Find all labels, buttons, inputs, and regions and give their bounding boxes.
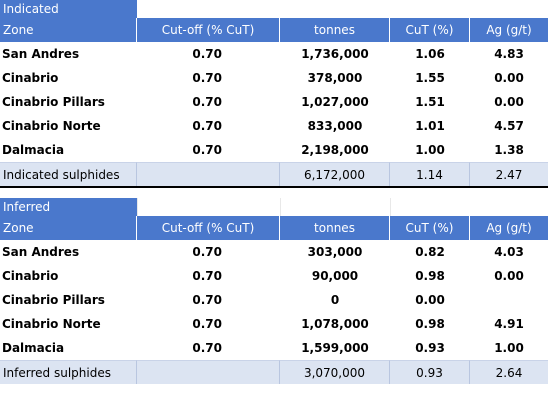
- inferred-tag-row: Inferred: [0, 198, 550, 216]
- ag-cell: 0.00: [494, 71, 524, 85]
- table-row: San Andres 0.70 1,736,000 1.06 4.83: [0, 42, 548, 66]
- table-row: Cinabrio 0.70 378,000 1.55 0.00: [0, 66, 548, 90]
- ag-cell: [470, 288, 548, 312]
- cut-cell: 0.00: [415, 293, 445, 307]
- total-tonnes: 6,172,000: [280, 162, 390, 186]
- indicated-header-row: Zone Cut-off (% CuT) tonnes CuT (%) Ag (…: [0, 18, 548, 42]
- header-tonnes: tonnes: [280, 216, 390, 240]
- table-row: Cinabrio Pillars 0.70 0 0.00: [0, 288, 548, 312]
- header-cutoff: Cut-off (% CuT): [137, 18, 280, 42]
- zone-cell: Cinabrio Norte: [2, 119, 101, 133]
- header-cutoff: Cut-off (% CuT): [137, 216, 280, 240]
- inferred-label: Inferred: [0, 198, 137, 216]
- tonnes-cell: 303,000: [307, 245, 363, 259]
- ag-cell: 4.03: [494, 245, 524, 259]
- cutoff-cell: 0.70: [192, 119, 222, 133]
- tonnes-cell: 90,000: [311, 269, 359, 283]
- ag-cell: 1.00: [494, 341, 524, 355]
- cut-cell: 0.98: [415, 269, 445, 283]
- cutoff-cell: 0.70: [192, 269, 222, 283]
- header-zone: Zone: [0, 18, 137, 42]
- cut-cell: 1.55: [415, 71, 445, 85]
- section-divider: [0, 186, 548, 188]
- ag-cell: 1.38: [494, 143, 524, 157]
- header-cut: CuT (%): [390, 216, 470, 240]
- total-cutoff-empty: [137, 360, 280, 384]
- table-row: Cinabrio Norte 0.70 833,000 1.01 4.57: [0, 114, 548, 138]
- cut-cell: 0.98: [415, 317, 445, 331]
- cut-cell: 0.93: [415, 341, 445, 355]
- header-tonnes: tonnes: [280, 18, 390, 42]
- indicated-section: Indicated Zone Cut-off (% CuT) tonnes Cu…: [0, 0, 550, 186]
- zone-cell: San Andres: [2, 245, 80, 259]
- tonnes-cell: 833,000: [307, 119, 363, 133]
- tonnes-cell: 1,599,000: [301, 341, 369, 355]
- header-cut: CuT (%): [390, 18, 470, 42]
- cutoff-cell: 0.70: [192, 341, 222, 355]
- total-cutoff-empty: [137, 162, 280, 186]
- total-ag: 2.64: [470, 360, 548, 384]
- cutoff-cell: 0.70: [192, 95, 222, 109]
- cut-cell: 1.51: [415, 95, 445, 109]
- inferred-section: Inferred Zone Cut-off (% CuT) tonnes CuT…: [0, 198, 550, 384]
- cutoff-cell: 0.70: [192, 143, 222, 157]
- tonnes-cell: 2,198,000: [301, 143, 369, 157]
- cutoff-cell: 0.70: [192, 317, 222, 331]
- tonnes-cell: 1,078,000: [301, 317, 369, 331]
- ghost-cell: [390, 198, 470, 216]
- ag-cell: 4.83: [494, 47, 524, 61]
- ghost-cell: [280, 198, 390, 216]
- cutoff-cell: 0.70: [192, 47, 222, 61]
- zone-cell: Cinabrio: [2, 71, 59, 85]
- total-tonnes: 3,070,000: [280, 360, 390, 384]
- ag-cell: 4.91: [494, 317, 524, 331]
- indicated-label: Indicated: [0, 0, 137, 18]
- zone-cell: Cinabrio Pillars: [2, 293, 105, 307]
- ag-cell: 0.00: [494, 95, 524, 109]
- total-label: Indicated sulphides: [0, 162, 137, 186]
- header-ag: Ag (g/t): [470, 216, 548, 240]
- zone-cell: Dalmacia: [2, 341, 65, 355]
- cutoff-cell: 0.70: [192, 293, 222, 307]
- total-ag: 2.47: [470, 162, 548, 186]
- zone-cell: Cinabrio: [2, 269, 59, 283]
- table-row: Dalmacia 0.70 1,599,000 0.93 1.00: [0, 336, 548, 360]
- zone-cell: San Andres: [2, 47, 80, 61]
- cutoff-cell: 0.70: [192, 245, 222, 259]
- table-row: Dalmacia 0.70 2,198,000 1.00 1.38: [0, 138, 548, 162]
- cutoff-cell: 0.70: [192, 71, 222, 85]
- zone-cell: Cinabrio Norte: [2, 317, 101, 331]
- inferred-header-row: Zone Cut-off (% CuT) tonnes CuT (%) Ag (…: [0, 216, 548, 240]
- tonnes-cell: 1,027,000: [301, 95, 369, 109]
- zone-cell: Cinabrio Pillars: [2, 95, 105, 109]
- table-row: San Andres 0.70 303,000 0.82 4.03: [0, 240, 548, 264]
- indicated-tag-row: Indicated: [0, 0, 550, 18]
- inferred-total-row: Inferred sulphides 3,070,000 0.93 2.64: [0, 360, 548, 384]
- indicated-total-row: Indicated sulphides 6,172,000 1.14 2.47: [0, 162, 548, 186]
- tonnes-cell: 0: [330, 293, 340, 307]
- ghost-cell: [137, 198, 280, 216]
- header-zone: Zone: [0, 216, 137, 240]
- cut-cell: 1.00: [415, 143, 445, 157]
- zone-cell: Dalmacia: [2, 143, 65, 157]
- header-ag: Ag (g/t): [470, 18, 548, 42]
- tonnes-cell: 378,000: [307, 71, 363, 85]
- tonnes-cell: 1,736,000: [301, 47, 369, 61]
- table-row: Cinabrio 0.70 90,000 0.98 0.00: [0, 264, 548, 288]
- cut-cell: 0.82: [415, 245, 445, 259]
- ag-cell: 4.57: [494, 119, 524, 133]
- total-cut: 0.93: [390, 360, 470, 384]
- total-label: Inferred sulphides: [0, 360, 137, 384]
- ag-cell: 0.00: [494, 269, 524, 283]
- table-row: Cinabrio Pillars 0.70 1,027,000 1.51 0.0…: [0, 90, 548, 114]
- total-cut: 1.14: [390, 162, 470, 186]
- table-row: Cinabrio Norte 0.70 1,078,000 0.98 4.91: [0, 312, 548, 336]
- cut-cell: 1.06: [415, 47, 445, 61]
- section-gap: [0, 188, 550, 198]
- cut-cell: 1.01: [415, 119, 445, 133]
